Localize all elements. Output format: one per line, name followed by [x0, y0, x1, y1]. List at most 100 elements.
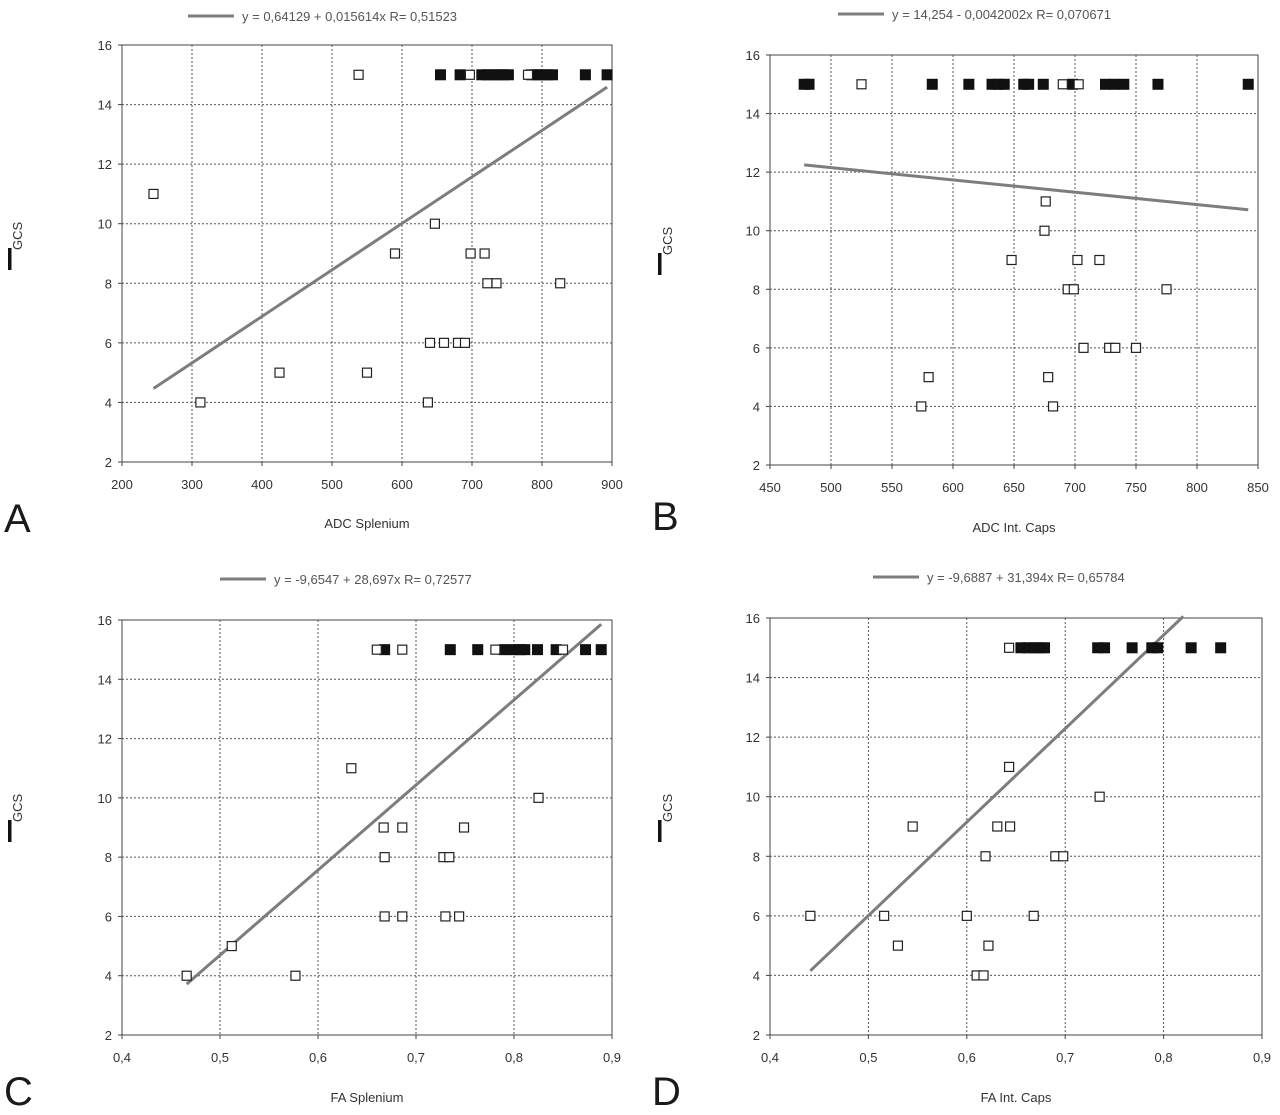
- data-point-filled: [580, 644, 592, 656]
- data-point-open: [1073, 79, 1084, 90]
- data-point-filled: [803, 78, 815, 90]
- data-point-filled: [1037, 78, 1049, 90]
- data-point-filled: [998, 78, 1010, 90]
- data-point-open: [438, 337, 450, 348]
- y-tick-label: 10: [746, 224, 760, 239]
- x-tick-label: 450: [759, 480, 781, 495]
- y-tick-label: 12: [98, 732, 112, 747]
- data-point-open: [459, 337, 471, 348]
- data-point-open: [923, 372, 934, 383]
- y-axis-label: GCS: [10, 794, 25, 823]
- y-tick-label: 14: [98, 672, 112, 687]
- data-point-filled: [1152, 642, 1164, 654]
- data-point-filled: [1023, 78, 1035, 90]
- panel-d: 0,4 0,5 0,6 0,7 0,8 0,9 2 4 6 8 10 12 14 16 y = -9,688…: [652, 570, 1271, 1114]
- x-tick-label: 900: [601, 477, 623, 492]
- data-point-filled: [498, 644, 510, 656]
- y-tick-label: 6: [753, 909, 760, 924]
- x-tick-label: 400: [251, 477, 273, 492]
- x-tick-label: 800: [1186, 480, 1208, 495]
- data-point-open: [361, 367, 373, 378]
- x-tick-label: 0,6: [958, 1050, 976, 1065]
- y-axis-marker: [8, 820, 12, 842]
- data-point-open: [429, 218, 440, 229]
- data-point-open: [464, 69, 475, 80]
- panel-a: 200 300 400 500 600 700 800 900 2 4 6 8 10 12 14 16 y = …: [4, 9, 623, 541]
- panel-letter: C: [4, 1070, 33, 1114]
- x-axis-label: ADC Int. Caps: [972, 520, 1056, 535]
- data-point-filled: [472, 644, 484, 656]
- x-tick-label: 600: [391, 477, 413, 492]
- panel-b: 450 500 550 600 650 700 750 800 850 2 4 6 8 10 12 14 16 y…: [652, 7, 1269, 539]
- y-axis-marker: [8, 248, 12, 270]
- x-tick-label: 0,7: [1056, 1050, 1074, 1065]
- x-tick-label: 0,5: [211, 1050, 229, 1065]
- data-point-open: [1047, 401, 1059, 412]
- data-point-filled: [963, 78, 975, 90]
- y-tick-label: 16: [746, 611, 760, 626]
- data-point-open: [274, 367, 285, 378]
- x-tick-label: 0,9: [1253, 1050, 1271, 1065]
- legend-label: y = -9,6547 + 28,697x R= 0,72577: [274, 572, 472, 587]
- regression-line: [809, 615, 1185, 972]
- data-point-open: [422, 397, 433, 408]
- data-point-open: [479, 248, 490, 259]
- data-point-open: [1004, 821, 1016, 832]
- x-tick-label: 0,5: [859, 1050, 877, 1065]
- x-tick-label: 0,4: [113, 1050, 131, 1065]
- data-point-open: [181, 970, 192, 981]
- x-axis-label: FA Splenium: [331, 1090, 404, 1105]
- data-point-open: [379, 911, 390, 922]
- y-axis-marker: [658, 253, 662, 275]
- data-point-filled: [444, 644, 456, 656]
- data-point-filled: [601, 69, 613, 81]
- data-point-open: [397, 911, 408, 922]
- x-tick-label: 600: [942, 480, 964, 495]
- x-tick-label: 200: [111, 477, 133, 492]
- data-point-open: [983, 940, 994, 951]
- y-tick-label: 16: [746, 48, 760, 63]
- data-point-open: [1068, 284, 1079, 295]
- data-point-open: [522, 69, 534, 80]
- data-point-open: [980, 851, 991, 862]
- data-point-open: [856, 79, 867, 90]
- y-tick-label: 14: [746, 671, 760, 686]
- data-point-open: [389, 248, 401, 259]
- data-point-open: [557, 644, 569, 655]
- data-point-filled: [435, 69, 446, 81]
- y-tick-label: 16: [98, 38, 112, 53]
- data-point-open: [1057, 79, 1068, 90]
- y-tick-label: 8: [753, 849, 760, 864]
- x-tick-label: 0,7: [407, 1050, 425, 1065]
- y-tick-label: 2: [105, 1028, 112, 1043]
- data-point-filled: [1039, 642, 1051, 654]
- data-point-filled: [547, 69, 558, 81]
- y-tick-label: 10: [98, 791, 112, 806]
- data-point-open: [1040, 196, 1051, 207]
- data-point-open: [444, 852, 455, 863]
- data-point-filled: [519, 644, 531, 656]
- x-tick-label: 700: [461, 477, 483, 492]
- y-axis-marker: [658, 820, 662, 842]
- plot-area: [769, 617, 1263, 1036]
- x-axis-label: ADC Splenium: [324, 516, 409, 531]
- legend-label: y = 14,254 - 0,0042002x R= 0,070671: [892, 7, 1111, 22]
- data-point-open: [992, 821, 1003, 832]
- data-point-open: [1039, 225, 1050, 236]
- regression-line: [804, 163, 1249, 212]
- data-point-open: [1072, 254, 1083, 266]
- data-point-filled: [1215, 642, 1227, 654]
- y-tick-label: 16: [98, 613, 112, 628]
- data-point-open: [1130, 342, 1142, 353]
- data-point-filled: [579, 69, 591, 81]
- data-point-open: [907, 821, 918, 832]
- data-point-filled: [926, 78, 938, 90]
- panel-letter: D: [652, 1070, 681, 1114]
- x-tick-label: 0,4: [761, 1050, 779, 1065]
- data-point-filled: [502, 69, 514, 81]
- data-point-open: [1004, 761, 1015, 773]
- x-tick-label: 700: [1064, 480, 1086, 495]
- panel-letter: B: [652, 495, 679, 539]
- data-point-open: [371, 644, 382, 655]
- y-tick-label: 6: [753, 341, 760, 356]
